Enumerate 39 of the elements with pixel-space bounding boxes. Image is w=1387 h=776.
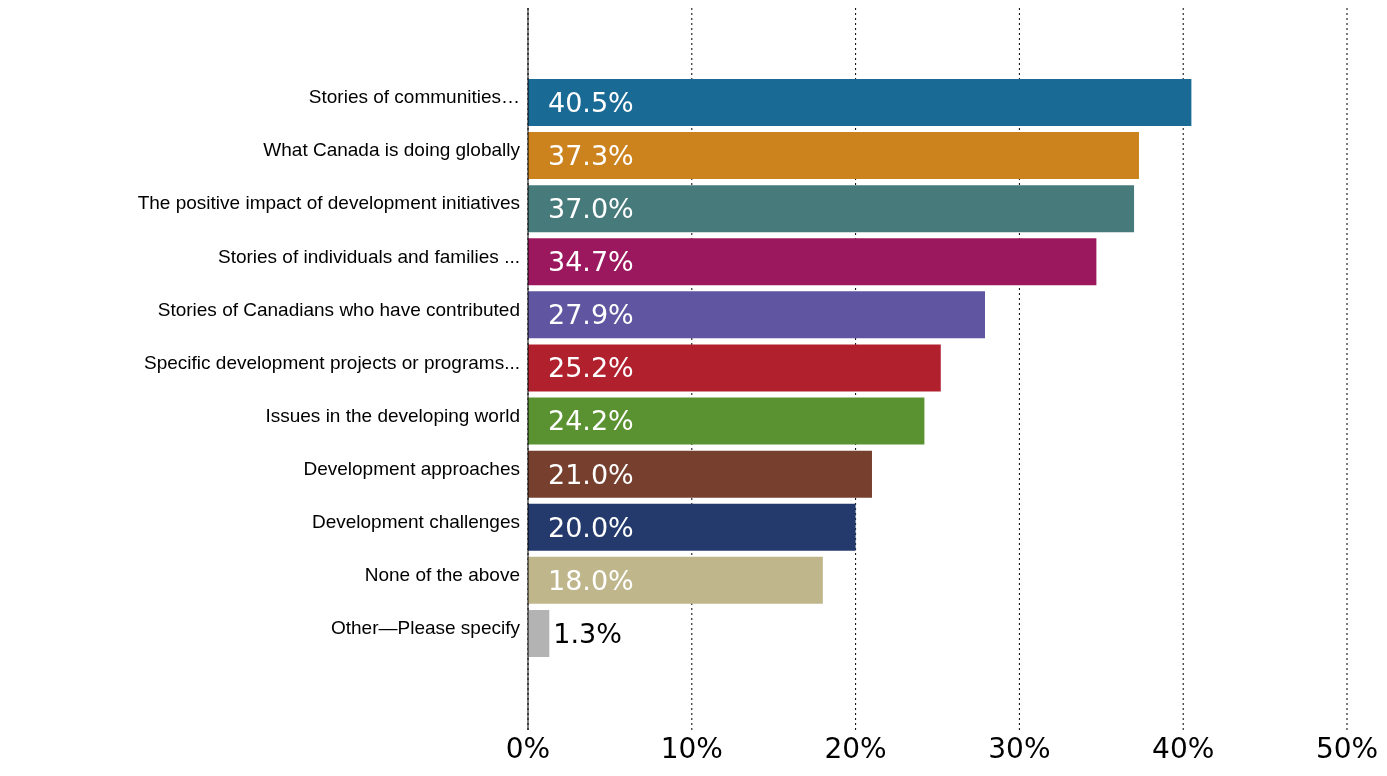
x-tick-label: 0%	[505, 731, 551, 765]
x-tick-label: 20%	[824, 731, 887, 765]
data-label: 18.0%	[548, 564, 634, 596]
data-label: 21.0%	[548, 458, 634, 490]
bar	[528, 503, 856, 551]
y-tick-label: What Canada is doing globally	[263, 139, 521, 161]
bar	[528, 344, 941, 392]
y-tick-label: Stories of individuals and families ...	[217, 245, 520, 267]
y-tick-label: Specific development projects or programs...	[144, 351, 520, 373]
bar	[528, 556, 823, 604]
data-label: 25.2%	[548, 352, 634, 384]
data-label: 40.5%	[548, 86, 634, 118]
bar	[528, 450, 872, 498]
data-label: 27.9%	[548, 299, 634, 331]
y-tick-label: None of the above	[364, 564, 520, 586]
data-label: 37.3%	[548, 140, 634, 172]
data-label: 34.7%	[548, 246, 634, 278]
bar	[528, 291, 985, 339]
data-label: 37.0%	[548, 193, 634, 225]
bar	[528, 397, 925, 445]
bar	[528, 238, 1097, 286]
y-tick-label: Development approaches	[303, 457, 520, 479]
x-tick-label: 50%	[1315, 731, 1379, 765]
x-tick-label: 30%	[988, 731, 1051, 765]
data-label: 24.2%	[548, 405, 634, 437]
bar	[528, 185, 1135, 233]
y-tick-label: Development challenges	[311, 511, 520, 533]
y-tick-label: The positive impact of development initiatives	[137, 192, 520, 214]
x-tick-label: 40%	[1152, 731, 1215, 765]
data-label: 1.3%	[553, 617, 622, 649]
y-tick-label: Stories of communities…	[308, 86, 520, 108]
bar	[528, 609, 550, 657]
y-tick-label: Stories of Canadians who have contributed	[157, 298, 520, 320]
data-label: 20.0%	[548, 511, 634, 543]
bar	[528, 79, 1192, 126]
y-tick-label: Issues in the developing world	[265, 404, 520, 426]
bar	[528, 132, 1139, 180]
y-tick-label: Other—Please specify	[330, 617, 521, 639]
x-tick-label: 10%	[660, 731, 723, 765]
